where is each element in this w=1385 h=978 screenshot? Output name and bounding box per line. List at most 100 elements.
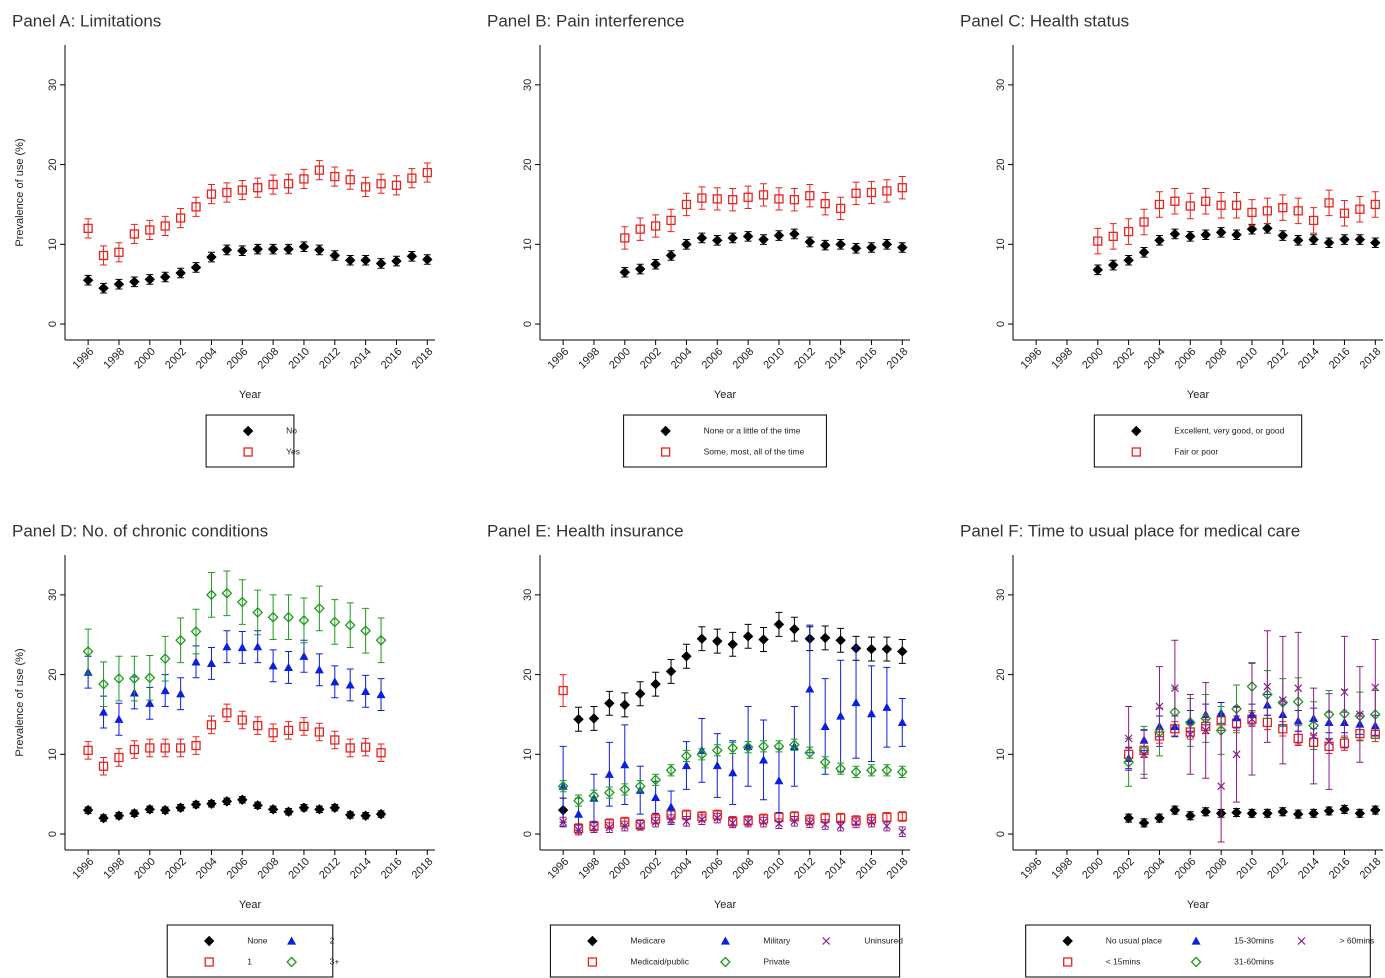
legend-marker bbox=[822, 937, 831, 945]
marker bbox=[129, 229, 140, 239]
error-bar bbox=[636, 217, 644, 241]
marker bbox=[345, 255, 356, 266]
x-tick-label: 2002 bbox=[638, 346, 664, 372]
marker bbox=[114, 247, 124, 257]
marker bbox=[144, 804, 155, 815]
marker bbox=[805, 818, 814, 827]
marker bbox=[268, 728, 278, 738]
marker bbox=[190, 262, 202, 273]
x-axis-label: Year bbox=[714, 899, 737, 911]
legend-label: Uninsured bbox=[864, 935, 903, 945]
marker bbox=[651, 818, 660, 827]
x-tick-label: 1998 bbox=[101, 856, 127, 882]
marker bbox=[728, 195, 738, 205]
x-tick-label: 2012 bbox=[792, 856, 818, 882]
marker bbox=[1294, 684, 1303, 693]
marker bbox=[222, 187, 232, 198]
marker bbox=[98, 678, 109, 690]
marker bbox=[252, 800, 263, 811]
error-bar bbox=[1171, 188, 1179, 215]
error-bar bbox=[192, 736, 200, 755]
x-tick-label: 2012 bbox=[1265, 346, 1291, 372]
error-bar bbox=[331, 730, 339, 750]
marker bbox=[1309, 732, 1318, 740]
marker bbox=[113, 673, 125, 685]
x-tick-label: 2006 bbox=[225, 856, 251, 882]
error-bar bbox=[852, 181, 860, 205]
marker bbox=[360, 182, 371, 192]
y-tick-label: 10 bbox=[995, 748, 1007, 760]
marker bbox=[1154, 812, 1165, 824]
marker bbox=[650, 774, 662, 786]
legend-label: Military bbox=[763, 935, 791, 945]
error-bar bbox=[377, 743, 385, 762]
marker bbox=[1308, 215, 1319, 226]
marker bbox=[330, 735, 340, 745]
error-bar bbox=[729, 188, 737, 212]
error-bar bbox=[177, 617, 185, 664]
legend-label: No bbox=[286, 425, 297, 435]
marker bbox=[742, 741, 754, 753]
marker bbox=[590, 823, 598, 832]
marker bbox=[1201, 726, 1210, 735]
legend-label: Medicaid/public bbox=[630, 956, 689, 966]
error-bar bbox=[883, 812, 891, 823]
error-bar bbox=[223, 570, 231, 617]
error-bar bbox=[254, 589, 262, 636]
marker bbox=[805, 684, 815, 693]
error-bar bbox=[1155, 191, 1163, 218]
marker bbox=[1169, 228, 1181, 240]
marker bbox=[329, 616, 341, 628]
x-tick-label: 2018 bbox=[885, 346, 911, 372]
marker bbox=[113, 810, 125, 821]
marker bbox=[191, 202, 201, 212]
error-bar bbox=[161, 635, 169, 682]
marker bbox=[1154, 235, 1165, 246]
y-tick-label: 30 bbox=[995, 589, 1007, 601]
marker bbox=[728, 818, 737, 827]
marker bbox=[758, 634, 769, 645]
legend-label: None bbox=[247, 935, 268, 945]
marker bbox=[129, 276, 140, 288]
marker bbox=[604, 698, 615, 709]
marker bbox=[758, 740, 769, 752]
x-tick-label: 2012 bbox=[792, 346, 818, 372]
x-tick-label: 2004 bbox=[194, 856, 220, 882]
marker bbox=[299, 174, 309, 184]
x-tick-label: 2002 bbox=[163, 856, 189, 882]
marker bbox=[129, 744, 140, 755]
error-bar bbox=[423, 162, 431, 183]
marker bbox=[252, 606, 264, 618]
marker bbox=[1123, 255, 1134, 266]
x-tick-label: 2006 bbox=[225, 346, 251, 372]
marker bbox=[83, 745, 93, 755]
x-tick-label: 2016 bbox=[854, 856, 880, 882]
marker bbox=[1154, 199, 1165, 210]
marker bbox=[1185, 231, 1196, 242]
error-bar bbox=[130, 740, 138, 759]
marker bbox=[314, 804, 325, 815]
marker bbox=[667, 815, 675, 824]
y-tick-label: 0 bbox=[995, 321, 1007, 327]
marker bbox=[345, 175, 355, 185]
marker bbox=[313, 602, 325, 614]
marker bbox=[665, 764, 677, 776]
x-tick-label: 1998 bbox=[1049, 856, 1075, 882]
error-bar bbox=[331, 166, 339, 187]
marker bbox=[820, 632, 831, 644]
marker bbox=[681, 760, 691, 770]
marker bbox=[236, 596, 248, 608]
error-bar bbox=[775, 187, 783, 211]
x-tick-label: 2018 bbox=[410, 856, 436, 882]
marker bbox=[83, 223, 93, 234]
marker bbox=[1093, 236, 1103, 246]
marker bbox=[588, 713, 600, 724]
marker bbox=[897, 183, 907, 193]
marker bbox=[267, 243, 279, 255]
marker bbox=[376, 179, 386, 189]
x-tick-label: 2008 bbox=[256, 856, 282, 882]
error-bar bbox=[254, 716, 262, 735]
marker bbox=[1308, 234, 1319, 245]
marker bbox=[820, 239, 831, 251]
legend-label: 2 bbox=[330, 935, 335, 945]
